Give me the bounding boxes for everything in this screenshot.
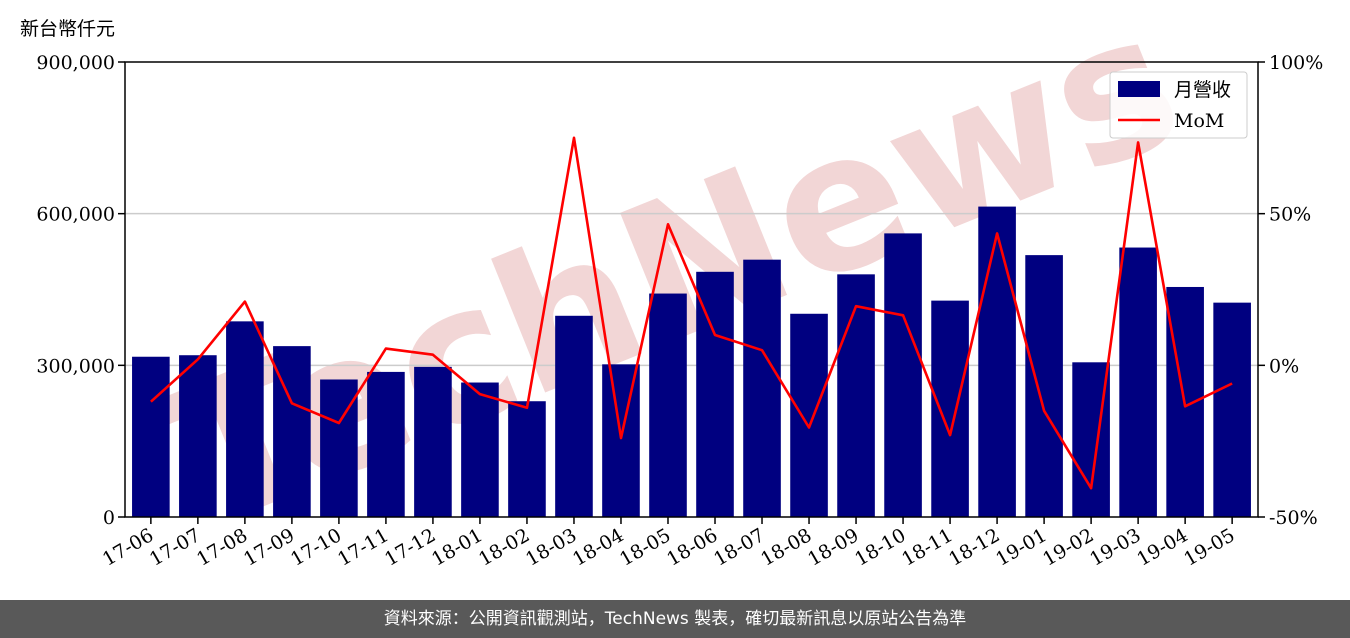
- x-tick-label: 18-08: [757, 524, 815, 570]
- legend-label-revenue: 月營收: [1174, 79, 1231, 101]
- grid-lines: [125, 212, 1258, 367]
- revenue-bar: [884, 233, 922, 517]
- revenue-bar: [461, 382, 499, 517]
- x-tick-label: 17-07: [146, 524, 204, 570]
- revenue-bar: [1119, 247, 1157, 518]
- plot-frame: [124, 61, 1259, 518]
- revenue-bar: [555, 315, 593, 517]
- revenue-bar: [649, 293, 687, 517]
- left-tick-label: 0: [103, 507, 115, 529]
- x-tick-label: 17-11: [334, 524, 392, 570]
- revenue-bar: [837, 274, 875, 517]
- legend-label-mom: MoM: [1174, 110, 1224, 132]
- x-tick-label: 18-12: [945, 524, 1003, 570]
- x-tick-label: 18-09: [804, 524, 862, 570]
- x-tick-label: 18-04: [569, 524, 627, 570]
- source-footer: 資料來源：公開資訊觀測站，TechNews 製表，確切最新訊息以原站公告為準: [0, 600, 1350, 638]
- y-unit-label: 新台幣仟元: [20, 18, 116, 40]
- x-tick-label: 18-03: [522, 524, 580, 570]
- revenue-bar: [226, 321, 264, 517]
- revenue-bar: [978, 206, 1016, 518]
- revenue-bar: [132, 356, 170, 517]
- revenue-bar: [931, 300, 969, 517]
- right-tick-label: 100%: [1269, 52, 1323, 74]
- legend-bar-swatch: [1118, 81, 1160, 97]
- x-tick-label: 18-10: [851, 524, 909, 570]
- x-tick-label: 19-03: [1086, 524, 1144, 570]
- revenue-bar: [367, 371, 405, 517]
- left-tick-label: 600,000: [36, 204, 115, 226]
- right-tick-label: 50%: [1269, 204, 1311, 226]
- left-tick-label: 900,000: [36, 52, 115, 74]
- x-tick-label: 18-06: [663, 524, 721, 570]
- revenue-bar: [414, 366, 452, 517]
- revenue-bar: [790, 313, 828, 517]
- x-tick-label: 19-01: [992, 524, 1050, 570]
- x-tick-label: 18-01: [428, 524, 486, 570]
- x-tick-label: 18-05: [616, 524, 674, 570]
- left-axis: 0 300,000 600,000 900,000: [36, 52, 125, 529]
- line-series: [150, 136, 1233, 490]
- right-tick-label: 0%: [1269, 355, 1299, 377]
- revenue-bar: [602, 364, 640, 517]
- x-tick-label: 18-02: [475, 524, 533, 570]
- x-tick-label: 19-04: [1133, 524, 1191, 570]
- legend: 月營收 MoM: [1109, 71, 1248, 139]
- mom-line: [150, 136, 1233, 490]
- x-tick-label: 19-05: [1180, 524, 1238, 570]
- x-tick-label: 17-12: [381, 524, 439, 570]
- left-tick-label: 300,000: [36, 355, 115, 377]
- x-tick-label: 19-02: [1039, 524, 1097, 570]
- x-tick-label: 18-11: [898, 524, 956, 570]
- right-axis: -50% 0% 50% 100%: [1258, 52, 1323, 529]
- revenue-bar: [1213, 302, 1251, 517]
- revenue-bar: [1025, 255, 1063, 517]
- revenue-bar: [179, 355, 217, 517]
- x-tick-label: 17-06: [99, 524, 157, 570]
- bar-series: [132, 206, 1251, 518]
- revenue-bar: [743, 259, 781, 517]
- x-tick-label: 18-07: [710, 524, 768, 570]
- revenue-bar: [696, 271, 734, 517]
- right-tick-label: -50%: [1269, 507, 1318, 529]
- revenue-bar: [508, 401, 546, 517]
